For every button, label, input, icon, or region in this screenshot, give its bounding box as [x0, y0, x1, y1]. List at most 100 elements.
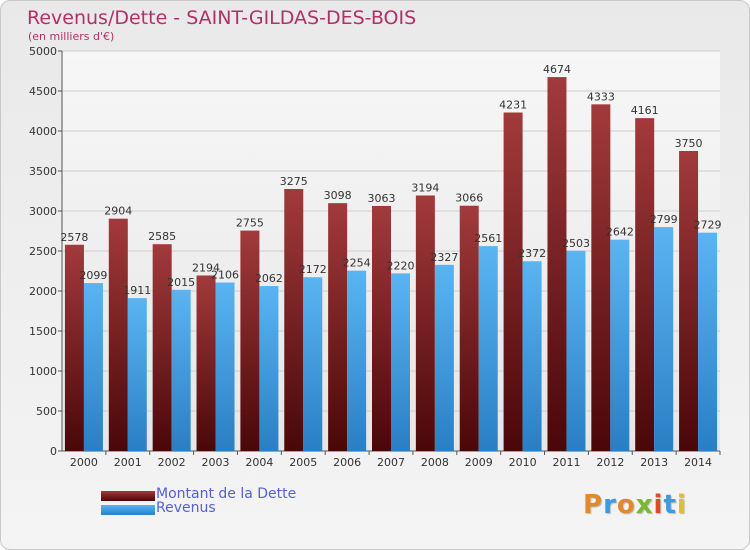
value-label-dette: 4333	[587, 90, 615, 103]
bar-revenus	[522, 261, 542, 451]
logo-letter: i	[676, 490, 687, 520]
proxiti-logo: Proxiti	[583, 490, 687, 520]
x-tick-label: 2000	[70, 456, 98, 469]
chart-title: Revenus/Dette - SAINT-GILDAS-DES-BOIS	[27, 7, 417, 29]
value-label-dette: 3066	[455, 192, 483, 205]
x-tick-label: 2005	[289, 456, 317, 469]
value-label-dette: 2755	[236, 217, 264, 230]
logo-letter: P	[583, 490, 604, 520]
bar-revenus	[566, 250, 586, 451]
logo-letter: x	[635, 490, 654, 520]
bar-revenus	[654, 227, 674, 451]
value-label-dette: 2585	[148, 230, 176, 243]
value-label-revenus: 2099	[79, 269, 107, 282]
bar-dette	[372, 205, 391, 451]
logo-letter: r	[603, 490, 617, 520]
bar-revenus	[698, 232, 718, 451]
logo-letter: o	[616, 490, 636, 520]
value-label-dette: 4674	[543, 63, 571, 76]
bar-revenus	[259, 286, 279, 451]
value-label-dette: 2904	[104, 205, 132, 218]
y-tick-label: 4000	[29, 125, 57, 138]
x-tick-label: 2003	[202, 456, 230, 469]
value-label-revenus: 2015	[167, 276, 195, 289]
value-label-revenus: 2327	[430, 251, 458, 264]
x-tick-label: 2007	[377, 456, 405, 469]
y-tick-label: 500	[36, 405, 57, 418]
value-label-revenus: 2372	[518, 247, 546, 260]
bar-dette	[415, 195, 435, 451]
bar-dette	[503, 112, 523, 452]
logo-letter: i	[653, 490, 664, 520]
value-label-dette: 3750	[675, 137, 703, 150]
value-label-revenus: 2561	[474, 232, 502, 245]
y-tick-label: 4500	[29, 85, 57, 98]
value-label-revenus: 2172	[299, 263, 327, 276]
bar-dette	[328, 203, 348, 451]
bar-dette	[64, 244, 84, 451]
value-label-revenus: 2062	[255, 272, 283, 285]
x-tick-label: 2011	[552, 456, 580, 469]
bar-dette	[591, 104, 611, 452]
value-label-revenus: 2729	[694, 219, 722, 232]
logo-letter: t	[663, 490, 677, 520]
bar-revenus	[171, 289, 191, 451]
x-tick-label: 2004	[245, 456, 273, 469]
value-label-revenus: 2254	[343, 257, 371, 270]
value-label-dette: 2578	[60, 231, 88, 244]
x-tick-label: 2010	[509, 456, 537, 469]
value-label-revenus: 2503	[562, 237, 590, 250]
legend-label-revenus: Revenus	[156, 500, 216, 516]
bar-revenus	[127, 298, 147, 451]
bar-revenus	[303, 277, 323, 451]
x-tick-label: 2012	[596, 456, 624, 469]
bar-dette	[152, 244, 172, 451]
y-tick-label: 2500	[29, 245, 57, 258]
value-label-revenus: 2642	[606, 226, 634, 239]
bar-dette	[459, 205, 479, 451]
legend-label-dette: Montant de la Dette	[156, 486, 297, 502]
value-label-dette: 3098	[324, 189, 352, 202]
x-tick-label: 2002	[158, 456, 186, 469]
value-label-dette: 3063	[368, 192, 396, 205]
value-label-dette: 3194	[411, 181, 439, 194]
bar-revenus	[83, 283, 103, 451]
bar-dette	[240, 230, 260, 451]
x-tick-label: 2013	[640, 456, 668, 469]
legend-swatch-dette	[101, 491, 155, 501]
value-label-dette: 2194	[192, 261, 220, 274]
bar-revenus	[434, 264, 454, 451]
legend-swatch-revenus	[101, 505, 155, 515]
x-tick-label: 2008	[421, 456, 449, 469]
value-label-dette: 4161	[631, 104, 659, 117]
y-tick-label: 3500	[29, 165, 57, 178]
value-label-revenus: 1911	[123, 284, 151, 297]
y-tick-label: 0	[50, 445, 57, 458]
value-label-dette: 4231	[499, 99, 527, 112]
x-tick-label: 2009	[465, 456, 493, 469]
bar-revenus	[347, 270, 367, 451]
bar-dette	[196, 275, 216, 451]
bar-revenus	[391, 273, 410, 451]
bar-dette	[679, 151, 699, 451]
bar-revenus	[610, 239, 630, 451]
x-tick-label: 2006	[333, 456, 361, 469]
y-tick-label: 2000	[29, 285, 57, 298]
bar-dette	[547, 77, 567, 451]
y-tick-label: 1000	[29, 365, 57, 378]
value-label-revenus: 2106	[211, 269, 239, 282]
value-label-dette: 3275	[280, 175, 308, 188]
y-tick-label: 5000	[29, 45, 57, 58]
bar-revenus	[215, 282, 235, 451]
bar-dette	[108, 218, 128, 451]
y-tick-label: 3000	[29, 205, 57, 218]
value-label-revenus: 2220	[387, 259, 415, 272]
bar-dette	[284, 189, 304, 451]
x-tick-label: 2001	[114, 456, 142, 469]
value-label-revenus: 2799	[650, 213, 678, 226]
y-tick-label: 1500	[29, 325, 57, 338]
x-tick-label: 2014	[684, 456, 712, 469]
chart-subtitle: (en milliers d'€)	[28, 30, 115, 43]
